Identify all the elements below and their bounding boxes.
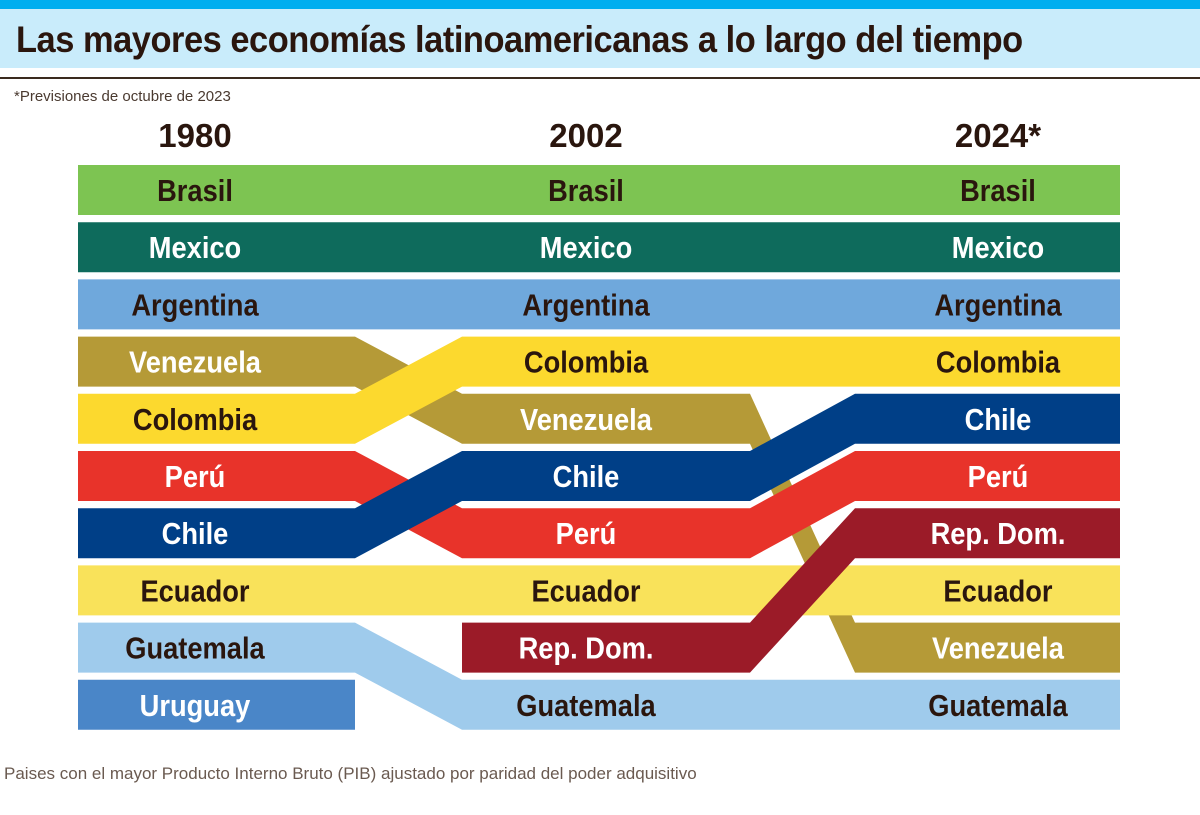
country-label: Argentina [934,289,1062,323]
title-bar: Las mayores economías latinoamericanas a… [0,9,1200,68]
country-label: Ecuador [943,575,1052,609]
band-per- [78,451,1120,559]
country-label: Uruguay [140,689,251,723]
country-label: Colombia [133,403,258,437]
country-label: Venezuela [520,403,653,437]
band-venezuela [78,336,1120,673]
country-label: Brasil [157,174,233,208]
country-label: Guatemala [516,689,656,723]
year-header-1: 2002 [549,117,622,154]
country-label: Argentina [522,289,650,323]
country-label: Guatemala [125,632,265,666]
country-label: Guatemala [928,689,1068,723]
year-header-0: 1980 [158,117,231,154]
band-mexico [78,222,1120,273]
country-label: Chile [965,403,1032,437]
chart-title: Las mayores economías latinoamericanas a… [16,19,1023,60]
country-label: Colombia [936,346,1061,380]
band-colombia [78,336,1120,444]
footer-caption: Paises con el mayor Producto Interno Bru… [4,764,697,783]
top-accent-strip [0,0,1200,9]
year-header-2: 2024* [955,117,1041,154]
forecast-note: *Previsiones de octubre de 2023 [14,88,231,105]
country-label: Mexico [952,232,1044,266]
country-label: Chile [553,460,620,494]
band-rep-dom- [462,508,1120,673]
country-label: Mexico [149,232,241,266]
country-label: Perú [968,460,1029,494]
country-label: Mexico [540,232,632,266]
title-divider [0,77,1200,79]
country-label: Venezuela [129,346,262,380]
country-label: Brasil [960,174,1036,208]
band-guatemala [78,622,1120,730]
band-uruguay [78,679,355,730]
country-label: Ecuador [140,575,249,609]
country-label: Brasil [548,174,624,208]
country-label: Venezuela [932,632,1065,666]
country-label: Perú [165,460,226,494]
country-label: Colombia [524,346,649,380]
country-label: Ecuador [531,575,640,609]
band-chile [78,393,1120,559]
country-label: Argentina [131,289,259,323]
country-label: Chile [162,518,229,552]
country-label: Perú [556,518,617,552]
band-brasil [78,165,1120,215]
country-label: Rep. Dom. [519,632,654,666]
band-argentina [78,279,1120,330]
country-label: Rep. Dom. [931,518,1066,552]
band-ecuador [78,565,1120,616]
